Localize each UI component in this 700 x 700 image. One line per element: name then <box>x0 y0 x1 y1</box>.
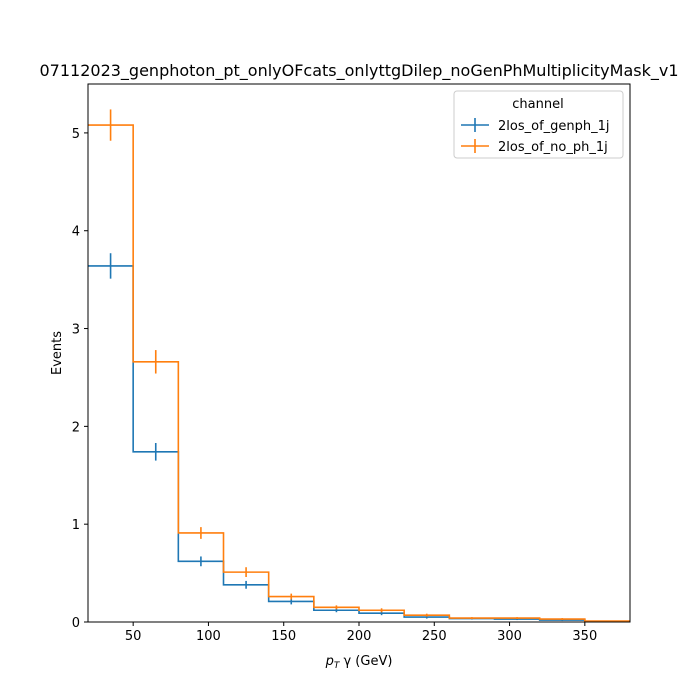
x-tick-label: 50 <box>125 629 142 644</box>
x-axis-label-rest: γ (GeV) <box>339 654 392 669</box>
y-tick-label: 4 <box>72 225 80 240</box>
x-tick-label: 250 <box>422 629 447 644</box>
y-axis-label: Events <box>50 331 65 375</box>
y-tick-label: 2 <box>72 420 80 435</box>
series-layer <box>88 109 630 623</box>
chart-title: 07112023_genphoton_pt_onlyOFcats_onlyttg… <box>39 61 678 81</box>
x-axis-label: pT γ (GeV) <box>325 654 393 671</box>
y-tick-label: 3 <box>72 323 80 338</box>
x-tick-label: 300 <box>497 629 522 644</box>
series-step-line <box>88 124 630 622</box>
series-1 <box>88 109 630 622</box>
y-axis-ticks: 0 1 2 3 4 5 <box>72 127 88 631</box>
legend-label: 2los_of_genph_1j <box>498 119 610 134</box>
x-axis-ticks: 50 100 150 200 250 300 350 <box>125 622 597 644</box>
x-tick-label: 100 <box>196 629 221 644</box>
x-tick-label: 350 <box>572 629 597 644</box>
x-tick-label: 200 <box>347 629 372 644</box>
y-tick-label: 0 <box>72 616 80 631</box>
legend-title: channel <box>512 97 563 112</box>
x-axis-label-p: p <box>325 654 334 669</box>
legend-entries: 2los_of_genph_1j 2los_of_no_ph_1j <box>461 118 610 155</box>
legend-label: 2los_of_no_ph_1j <box>498 140 608 155</box>
x-axis-label-subscript: T <box>334 661 341 671</box>
legend: channel 2los_of_genph_1j 2los_of_no_ph_1j <box>453 90 624 159</box>
y-tick-label: 5 <box>72 127 80 142</box>
y-tick-label: 1 <box>72 518 80 533</box>
x-tick-label: 150 <box>271 629 296 644</box>
legend-box <box>453 90 624 159</box>
